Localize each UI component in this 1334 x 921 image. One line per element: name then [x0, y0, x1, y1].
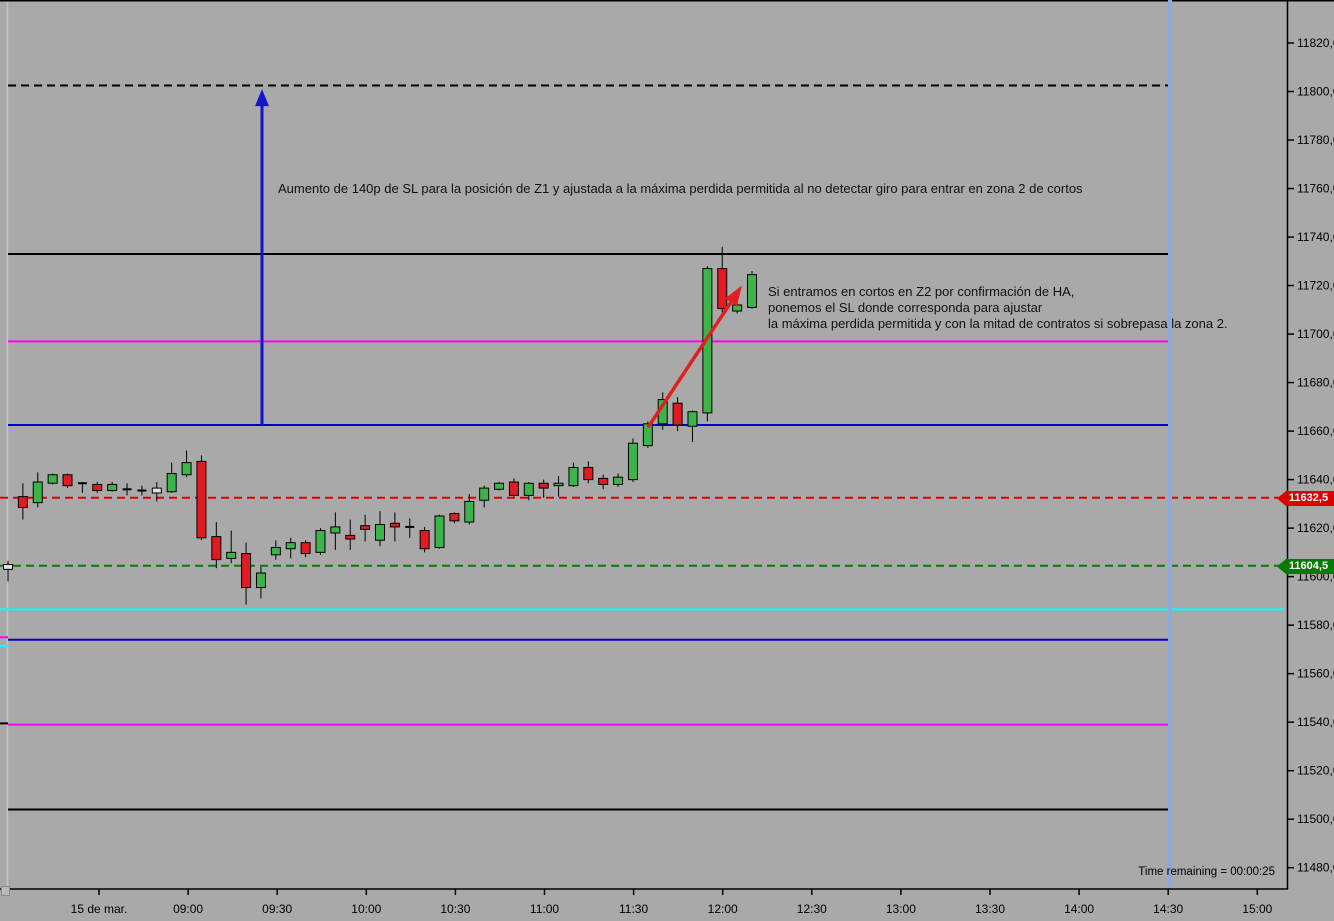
candle-body — [419, 530, 430, 550]
candle-body — [107, 483, 118, 492]
candle-body — [389, 522, 400, 528]
candle-body — [315, 530, 326, 553]
candle-body — [717, 268, 728, 310]
x-axis-label: 11:00 — [530, 902, 559, 916]
y-axis-label: 11800,0 — [1297, 85, 1334, 99]
candle-body — [627, 442, 638, 481]
y-axis-label: 11620,0 — [1297, 521, 1334, 535]
x-axis-label: 11:30 — [619, 902, 648, 916]
candle-body — [211, 536, 222, 561]
annotation-line: ponemos el SL donde corresponda para aju… — [768, 300, 1043, 315]
candle-body — [151, 487, 162, 494]
candle-body — [285, 542, 296, 550]
candle-body — [642, 423, 653, 447]
candle-body — [449, 513, 460, 522]
x-axis-label: 15 de mar. — [71, 902, 128, 916]
y-axis-label: 11780,0 — [1297, 133, 1334, 147]
y-axis-label: 11660,0 — [1297, 424, 1334, 438]
candle-body — [62, 474, 73, 487]
indicator-price-tag: 11604,5 — [1277, 559, 1334, 574]
candle-body — [613, 476, 624, 485]
x-axis-label: 15:00 — [1242, 902, 1272, 916]
candle-body — [226, 551, 237, 559]
x-axis-label: 12:00 — [708, 902, 738, 916]
annotation-line: Si entramos en cortos en Z2 por confirma… — [768, 284, 1075, 299]
candle-body — [508, 481, 519, 496]
candle-body — [345, 534, 356, 540]
candle-body — [732, 304, 743, 312]
y-axis-label: 11560,0 — [1297, 667, 1334, 681]
candle-body — [330, 526, 341, 534]
annotation-z2-note[interactable]: Si entramos en cortos en Z2 por confirma… — [768, 284, 1228, 332]
y-axis-label: 11820,0 — [1297, 36, 1334, 50]
candle-body — [553, 482, 564, 487]
candle-body — [270, 547, 281, 556]
candle-body — [32, 481, 43, 504]
candle-body — [166, 473, 177, 493]
x-axis-label: 10:00 — [351, 902, 381, 916]
candle-body — [92, 483, 103, 492]
y-axis-label: 11740,0 — [1297, 230, 1334, 244]
y-axis-label: 11760,0 — [1297, 182, 1334, 196]
x-axis-label: 13:30 — [975, 902, 1005, 916]
candle-body — [687, 411, 698, 427]
time-remaining-label: Time remaining = 00:00:25 — [1138, 866, 1275, 878]
candle-body — [523, 482, 534, 496]
last-price-tag: 11632,5 — [1277, 491, 1334, 506]
y-axis-label: 11480,0 — [1297, 861, 1334, 875]
candle-body — [17, 496, 28, 509]
candle-body — [747, 274, 757, 308]
x-axis-label: 14:30 — [1153, 902, 1183, 916]
candle-body — [583, 466, 594, 481]
y-axis-label: 11580,0 — [1297, 618, 1334, 632]
candle-body — [568, 466, 579, 487]
candle-body — [300, 542, 311, 555]
y-axis-label: 11540,0 — [1297, 715, 1334, 729]
candle-body — [47, 474, 58, 484]
candle-body — [672, 402, 683, 426]
candle-body — [196, 460, 207, 539]
y-axis-label: 11640,0 — [1297, 473, 1334, 487]
y-axis-label: 11700,0 — [1297, 327, 1334, 341]
ha-confirmation-arrow-head[interactable] — [725, 285, 742, 307]
candle-body — [479, 487, 490, 501]
candle-body — [538, 482, 549, 489]
annotation-line: la máxima perdida permitida y con la mit… — [768, 316, 1228, 331]
y-axis-label: 11720,0 — [1297, 279, 1334, 293]
x-axis-label: 12:30 — [797, 902, 827, 916]
annotation-sl-note[interactable]: Aumento de 140p de SL para la posición d… — [278, 181, 1083, 196]
candle-body — [494, 482, 505, 490]
candle-body — [434, 515, 445, 549]
candle-body — [360, 525, 371, 530]
y-axis-label: 11500,0 — [1297, 812, 1334, 826]
x-axis-label: 09:00 — [173, 902, 203, 916]
x-axis-label: 10:30 — [440, 902, 470, 916]
x-axis-label: 13:00 — [886, 902, 916, 916]
candle-body — [241, 553, 252, 589]
x-axis-label: 14:00 — [1064, 902, 1094, 916]
y-axis-label: 11680,0 — [1297, 376, 1334, 390]
y-axis-label: 11520,0 — [1297, 764, 1334, 778]
candle-body — [464, 500, 475, 523]
sl-increase-arrow-head[interactable] — [255, 89, 269, 107]
axis-corner-box — [1, 886, 10, 896]
candle-body — [598, 477, 609, 485]
candle-body — [3, 564, 13, 570]
x-axis-label: 09:30 — [262, 902, 292, 916]
ha-confirmation-arrow[interactable] — [646, 301, 733, 429]
candle-body — [375, 523, 385, 541]
candle-body — [255, 572, 266, 589]
candle-body — [181, 462, 192, 476]
